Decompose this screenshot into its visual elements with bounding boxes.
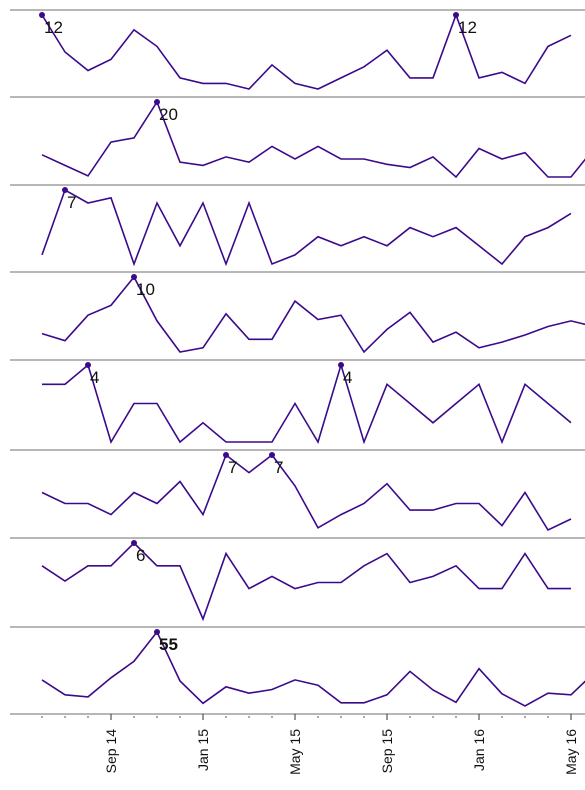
x-tick-label: May 16: [563, 729, 579, 775]
series-8-line: [41, 630, 585, 707]
x-tick-label: Jan 16: [471, 729, 487, 771]
panels-layer: 12 12 20 7 10 4 4 7 7 6 55: [10, 9, 585, 715]
series-1-peak-point: [39, 12, 45, 18]
series-5-peak-label: 4: [343, 368, 352, 387]
series-5-peak-point: [85, 362, 91, 368]
series-6-peak-point: [269, 452, 275, 458]
series-8-peak-label: 55: [159, 635, 178, 654]
series-3-peak-point: [62, 187, 68, 193]
series-1-peak-point: [453, 12, 459, 18]
x-tick-label: Sep 14: [103, 729, 119, 774]
series-7-line: [41, 541, 571, 622]
series-6-line: [41, 453, 572, 532]
series-5-peak-label: 4: [90, 368, 99, 387]
series-3-peak-label: 7: [67, 193, 76, 212]
x-tick-label: Sep 15: [379, 729, 395, 774]
series-1-line: [41, 12, 572, 90]
series-1-peak-label: 12: [458, 18, 477, 37]
series-2-peak-point: [154, 99, 160, 105]
series-5-line: [42, 362, 572, 445]
series-3-line: [41, 188, 572, 267]
series-8-peak-point: [154, 629, 160, 635]
series-4-peak-label: 10: [136, 280, 155, 299]
x-tick-label: Jan 15: [195, 729, 211, 771]
series-7-peak-point: [131, 540, 137, 546]
series-2-line: [41, 100, 585, 179]
series-4-peak-point: [131, 274, 137, 280]
series-4-line: [41, 275, 585, 354]
x-tick-label: May 15: [287, 729, 303, 775]
series-6-peak-label: 7: [228, 458, 237, 477]
series-1-peak-label: 12: [44, 18, 63, 37]
series-7-peak-label: 6: [136, 546, 145, 565]
series-6-peak-label: 7: [274, 458, 283, 477]
series-6-peak-point: [223, 452, 229, 458]
series-2-peak-label: 20: [159, 105, 178, 124]
series-5-peak-point: [338, 362, 344, 368]
x-axis: Sep 14 Jan 15 May 15 Sep 15 Jan 16 May 16: [41, 714, 579, 775]
